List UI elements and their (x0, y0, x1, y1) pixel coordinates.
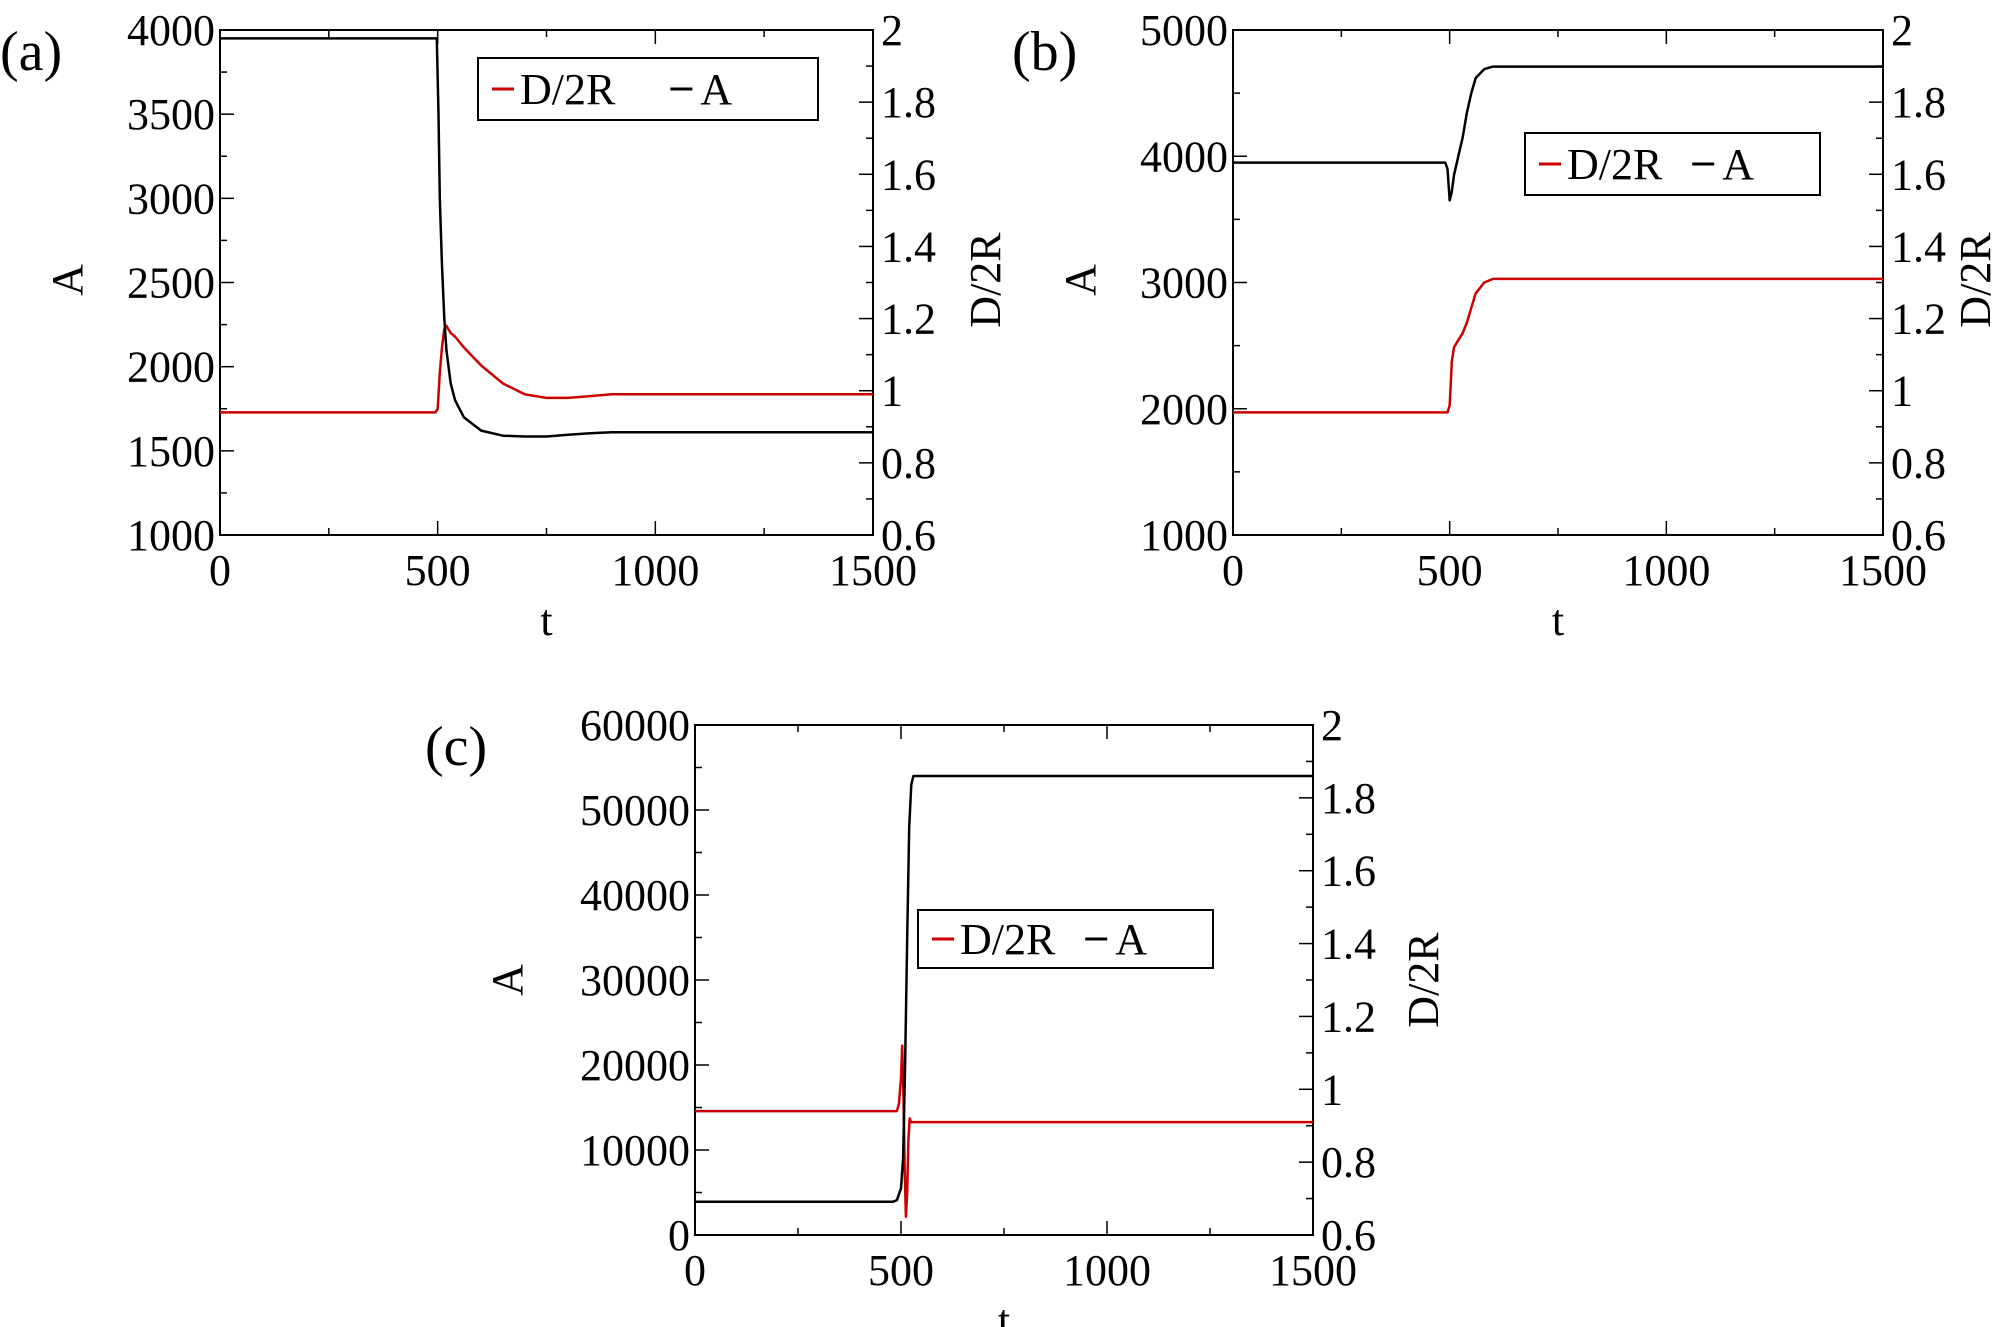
y-tick-label: 4000 (1140, 132, 1228, 181)
x-tick-label: 1000 (611, 546, 699, 595)
legend-label-d2r: D/2R (960, 915, 1056, 964)
x-tick-label: 1500 (1269, 1246, 1357, 1295)
y-tick-label: 2000 (127, 343, 215, 392)
y-tick-label: 2500 (127, 259, 215, 308)
y2-tick-label: 0.8 (1321, 1138, 1376, 1187)
y-axis-label: A (1056, 264, 1105, 296)
legend-box (917, 909, 1214, 969)
y-tick-label: 1000 (127, 511, 215, 560)
y2-tick-label: 0.8 (1891, 439, 1946, 488)
y2-tick-label: 1.8 (881, 78, 936, 127)
panel-label: (a) (0, 21, 62, 83)
y2-tick-label: 1.4 (1891, 222, 1946, 271)
legend-box (1524, 132, 1821, 196)
x-tick-label: 1000 (1063, 1246, 1151, 1295)
y2-tick-label: 0.6 (1891, 511, 1946, 560)
x-tick-label: 0 (209, 546, 231, 595)
legend-box (477, 57, 819, 121)
y2-tick-label: 1 (881, 367, 903, 416)
y2-tick-label: 1.8 (1321, 774, 1376, 823)
y-tick-label: 10000 (580, 1126, 690, 1175)
x-tick-label: 1500 (1839, 546, 1927, 595)
y2-tick-label: 0.6 (1321, 1211, 1376, 1260)
series-line-d2r (695, 1044, 1313, 1219)
y-tick-label: 50000 (580, 786, 690, 835)
x-axis-label: t (998, 1296, 1010, 1327)
y2-tick-label: 1.6 (1321, 847, 1376, 896)
x-tick-label: 1000 (1622, 546, 1710, 595)
y2-tick-label: 1 (1891, 367, 1913, 416)
panel-label: (b) (1012, 21, 1077, 83)
y2-tick-label: 1.4 (1321, 920, 1376, 969)
y-tick-label: 3000 (127, 174, 215, 223)
panel-label: (c) (425, 716, 487, 778)
panel-c: 0 500 1000 1500 0 10000 20000 30000 40000 50000 60… (425, 701, 1448, 1327)
y-tick-label: 4000 (127, 6, 215, 55)
legend-label-a: A (1722, 140, 1754, 189)
x-axis-label: t (540, 596, 552, 645)
legend-label-d2r: D/2R (520, 65, 616, 114)
panel-a: 0 500 1000 1500 1000 1500 2000 2500 3000 3500 4000… (0, 6, 1010, 645)
series-line-a (1233, 65, 1883, 202)
y2-tick-label: 2 (1321, 701, 1343, 750)
y2-tick-label: 1.6 (881, 150, 936, 199)
x-tick-label: 0 (684, 1246, 706, 1295)
x-tick-label: 500 (405, 546, 471, 595)
y2-axis-label: D/2R (1399, 932, 1448, 1028)
y2-tick-label: 1.2 (881, 295, 936, 344)
series-line-a (220, 37, 873, 438)
legend-label-a: A (1115, 915, 1147, 964)
y-tick-label: 3500 (127, 90, 215, 139)
y2-tick-label: 0.8 (881, 439, 936, 488)
y2-tick-label: 2 (1891, 6, 1913, 55)
series-line-d2r (1233, 277, 1883, 414)
legend-label-a: A (700, 65, 732, 114)
series-line-d2r (220, 324, 873, 414)
plot-frame (1232, 29, 1884, 536)
y2-tick-label: 1 (1321, 1065, 1343, 1114)
y-tick-label: 60000 (580, 701, 690, 750)
y-tick-label: 1000 (1140, 511, 1228, 560)
x-tick-label: 500 (1417, 546, 1483, 595)
y-tick-label: 1500 (127, 427, 215, 476)
y-axis-label: A (483, 964, 532, 996)
y2-tick-label: 1.6 (1891, 150, 1946, 199)
y-tick-label: 0 (668, 1211, 690, 1260)
y2-axis-label: D/2R (961, 232, 1010, 328)
plot-frame (694, 724, 1314, 1236)
x-axis-label: t (1552, 596, 1564, 645)
y-tick-label: 3000 (1140, 259, 1228, 308)
y-tick-label: 5000 (1140, 6, 1228, 55)
y-tick-label: 30000 (580, 956, 690, 1005)
y-tick-label: 2000 (1140, 385, 1228, 434)
y2-tick-label: 2 (881, 6, 903, 55)
y2-tick-label: 1.2 (1321, 992, 1376, 1041)
y2-axis-label: D/2R (1951, 232, 2000, 328)
y-axis-label: A (43, 264, 92, 296)
y2-tick-label: 1.8 (1891, 78, 1946, 127)
y2-tick-label: 1.4 (881, 222, 936, 271)
x-tick-label: 0 (1222, 546, 1244, 595)
legend-label-d2r: D/2R (1567, 140, 1663, 189)
panel-b: 0 500 1000 1500 1000 2000 3000 4000 5000 0.6 0.8 1 1… (1012, 6, 2000, 645)
x-tick-label: 500 (868, 1246, 934, 1295)
y-tick-label: 40000 (580, 871, 690, 920)
y-tick-label: 20000 (580, 1041, 690, 1090)
series-line-a (695, 774, 1313, 1204)
y2-tick-label: 0.6 (881, 511, 936, 560)
x-tick-label: 1500 (829, 546, 917, 595)
y2-tick-label: 1.2 (1891, 295, 1946, 344)
